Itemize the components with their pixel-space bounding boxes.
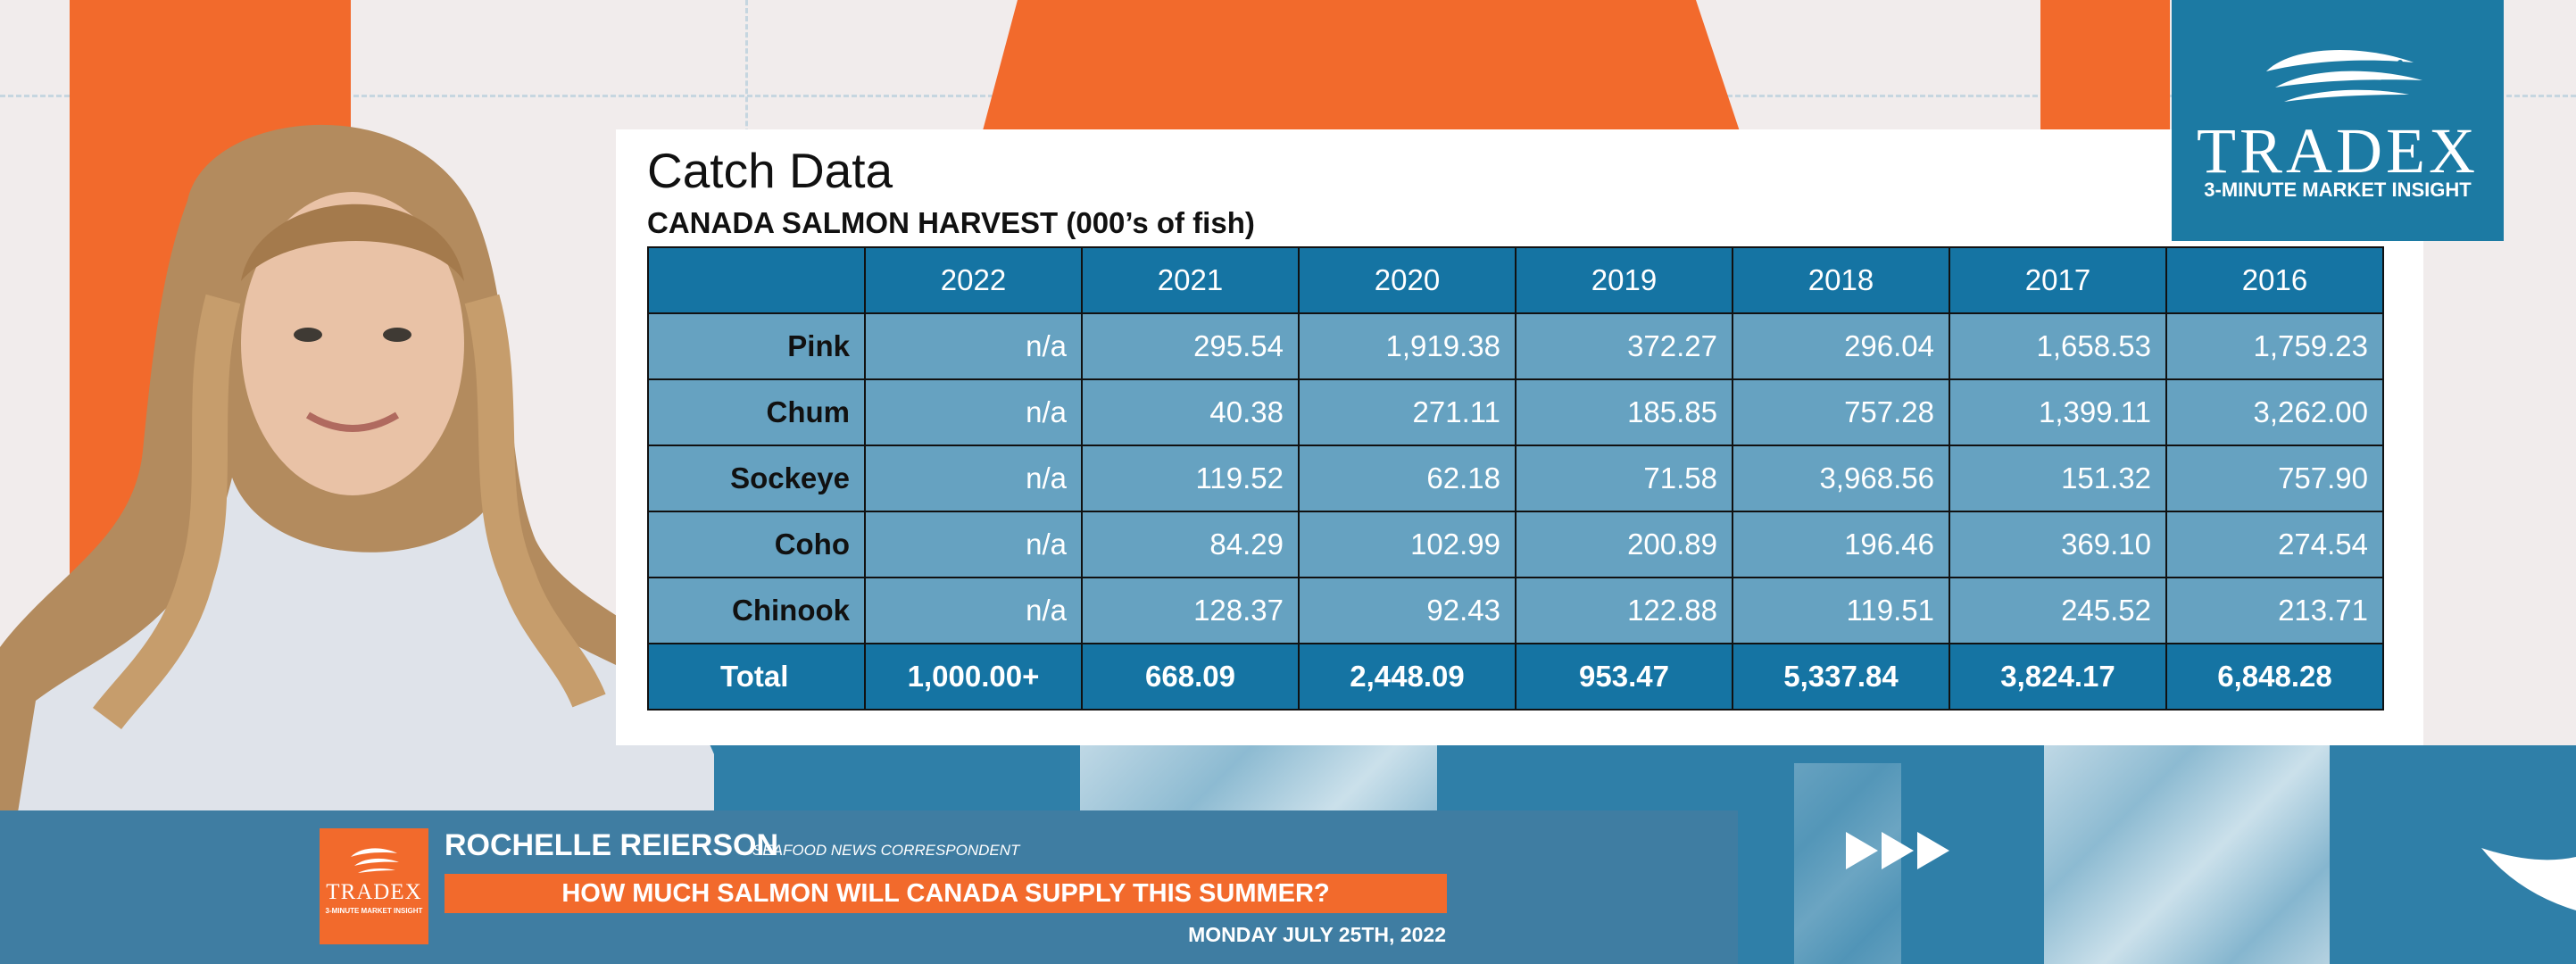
background-orange-shape bbox=[982, 0, 1741, 134]
table-row: Pink n/a 295.54 1,919.38 372.27 296.04 1… bbox=[647, 312, 2384, 380]
table-cell: n/a bbox=[864, 577, 1083, 644]
lower-third-logo: TRADEX 3-MINUTE MARKET INSIGHT bbox=[320, 828, 428, 944]
table-cell: 40.38 bbox=[1081, 378, 1300, 446]
table-cell: n/a bbox=[864, 378, 1083, 446]
table-cell: 369.10 bbox=[1949, 511, 2167, 578]
year-header: 2021 bbox=[1081, 246, 1300, 314]
table-row: Sockeye n/a 119.52 62.18 71.58 3,968.56 … bbox=[647, 445, 2384, 512]
logo-subtitle: 3-MINUTE MARKET INSIGHT bbox=[2204, 179, 2472, 201]
table-cell: 245.52 bbox=[1949, 577, 2167, 644]
white-wave-shape bbox=[2481, 848, 2576, 910]
table-cell: 1,658.53 bbox=[1949, 312, 2167, 380]
salmon-harvest-table: 2022 2021 2020 2019 2018 2017 2016 Pink … bbox=[647, 246, 2384, 711]
table-cell: 213.71 bbox=[2165, 577, 2384, 644]
year-header: 2016 bbox=[2165, 246, 2384, 314]
lower-third-logo-title: TRADEX bbox=[326, 880, 422, 904]
table-cell: 102.99 bbox=[1298, 511, 1517, 578]
presenter-name: ROCHELLE REIERSON bbox=[445, 828, 779, 862]
fast-forward-icon bbox=[1846, 832, 1949, 869]
species-label: Chinook bbox=[647, 577, 866, 644]
total-cell: 1,000.00+ bbox=[864, 643, 1083, 711]
table-cell: n/a bbox=[864, 511, 1083, 578]
table-row: Coho n/a 84.29 102.99 200.89 196.46 369.… bbox=[647, 511, 2384, 578]
total-label: Total bbox=[647, 643, 866, 711]
broadcast-date: MONDAY JULY 25TH, 2022 bbox=[1188, 923, 1446, 946]
table-cell: 128.37 bbox=[1081, 577, 1300, 644]
species-label: Coho bbox=[647, 511, 866, 578]
table-row: Chum n/a 40.38 271.11 185.85 757.28 1,39… bbox=[647, 378, 2384, 446]
table-cell: 295.54 bbox=[1081, 312, 1300, 380]
table-cell: 92.43 bbox=[1298, 577, 1517, 644]
table-cell: 200.89 bbox=[1515, 511, 1733, 578]
year-header: 2022 bbox=[864, 246, 1083, 314]
presenter-photo bbox=[0, 124, 714, 812]
species-label: Sockeye bbox=[647, 445, 866, 512]
total-cell: 5,337.84 bbox=[1732, 643, 1950, 711]
year-header: 2020 bbox=[1298, 246, 1517, 314]
table-cell: 3,262.00 bbox=[2165, 378, 2384, 446]
table-cell: 372.27 bbox=[1515, 312, 1733, 380]
total-cell: 953.47 bbox=[1515, 643, 1733, 711]
panel-title: Catch Data bbox=[647, 143, 893, 198]
tradex-logo: TRADEX 3-MINUTE MARKET INSIGHT bbox=[2172, 0, 2504, 241]
headline-text: HOW MUCH SALMON WILL CANADA SUPPLY THIS … bbox=[561, 879, 1330, 908]
table-cell: 84.29 bbox=[1081, 511, 1300, 578]
table-cell: 71.58 bbox=[1515, 445, 1733, 512]
table-cell: 62.18 bbox=[1298, 445, 1517, 512]
table-row: Chinook n/a 128.37 92.43 122.88 119.51 2… bbox=[647, 577, 2384, 644]
table-cell: 122.88 bbox=[1515, 577, 1733, 644]
table-cell: 185.85 bbox=[1515, 378, 1733, 446]
fish-icon bbox=[351, 848, 399, 873]
total-cell: 668.09 bbox=[1081, 643, 1300, 711]
table-cell: 757.90 bbox=[2165, 445, 2384, 512]
table-cell: 296.04 bbox=[1732, 312, 1950, 380]
species-label: Pink bbox=[647, 312, 866, 380]
table-cell: 1,919.38 bbox=[1298, 312, 1517, 380]
total-cell: 6,848.28 bbox=[2165, 643, 2384, 711]
headline-bar: HOW MUCH SALMON WILL CANADA SUPPLY THIS … bbox=[445, 874, 1447, 913]
year-header: 2019 bbox=[1515, 246, 1733, 314]
year-header: 2017 bbox=[1949, 246, 2167, 314]
table-cell: n/a bbox=[864, 312, 1083, 380]
table-cell: 1,399.11 bbox=[1949, 378, 2167, 446]
table-cell: 271.11 bbox=[1298, 378, 1517, 446]
table-corner-cell bbox=[647, 246, 866, 314]
year-header: 2018 bbox=[1732, 246, 1950, 314]
lower-third-logo-subtitle: 3-MINUTE MARKET INSIGHT bbox=[325, 907, 423, 915]
table-cell: n/a bbox=[864, 445, 1083, 512]
background-orange-bar bbox=[2040, 0, 2170, 143]
logo-title: TRADEX bbox=[2197, 115, 2479, 187]
table-cell: 151.32 bbox=[1949, 445, 2167, 512]
total-cell: 2,448.09 bbox=[1298, 643, 1517, 711]
fish-icon bbox=[2266, 50, 2422, 102]
table-cell: 757.28 bbox=[1732, 378, 1950, 446]
table-cell: 1,759.23 bbox=[2165, 312, 2384, 380]
table-total-row: Total 1,000.00+ 668.09 2,448.09 953.47 5… bbox=[647, 643, 2384, 711]
table-header-row: 2022 2021 2020 2019 2018 2017 2016 bbox=[647, 246, 2384, 314]
panel-subtitle: CANADA SALMON HARVEST (000’s of fish) bbox=[647, 206, 1255, 239]
table-cell: 274.54 bbox=[2165, 511, 2384, 578]
table-cell: 119.51 bbox=[1732, 577, 1950, 644]
total-cell: 3,824.17 bbox=[1949, 643, 2167, 711]
table-cell: 196.46 bbox=[1732, 511, 1950, 578]
table-cell: 119.52 bbox=[1081, 445, 1300, 512]
presenter-role: SEAFOOD NEWS CORRESPONDENT bbox=[752, 842, 1020, 859]
catch-data-panel: Catch Data CANADA SALMON HARVEST (000’s … bbox=[616, 129, 2423, 745]
species-label: Chum bbox=[647, 378, 866, 446]
table-cell: 3,968.56 bbox=[1732, 445, 1950, 512]
